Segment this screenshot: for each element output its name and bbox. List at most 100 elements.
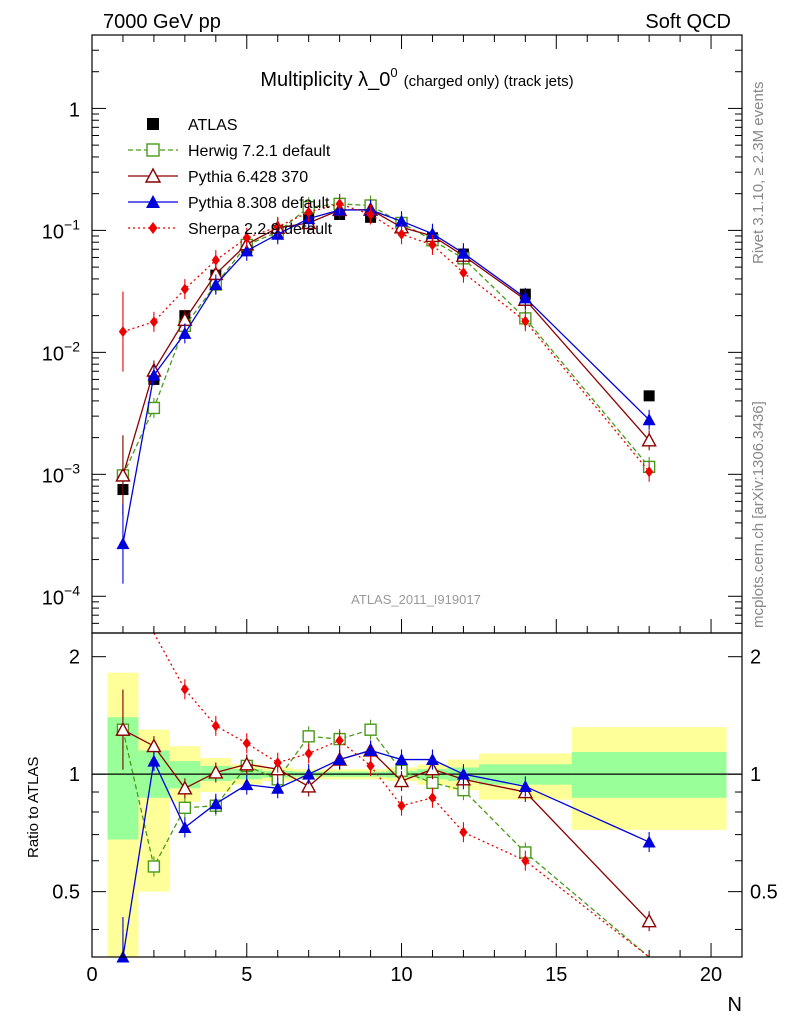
x-tick-label: 10 bbox=[390, 964, 412, 986]
marker-triangle bbox=[178, 820, 192, 833]
marker-square-open bbox=[302, 730, 315, 743]
rivet-side-label: Rivet 3.1.10, ≥ 2.3M events bbox=[750, 82, 767, 265]
marker-diamond bbox=[428, 239, 437, 251]
series-pythia-6-428-370 bbox=[115, 199, 657, 516]
marker-triangle bbox=[456, 246, 470, 259]
marker-diamond bbox=[273, 757, 282, 769]
y-tick-label: 10−4 bbox=[42, 582, 80, 609]
analysis-watermark: ATLAS_2011_I919017 bbox=[351, 592, 481, 607]
ratio-plot-band-layer bbox=[92, 672, 742, 957]
marker-square-open bbox=[147, 401, 161, 415]
legend-entry: Pythia 8.308 default bbox=[128, 195, 330, 212]
marker-triangle bbox=[395, 753, 409, 766]
marker-triangle bbox=[518, 779, 532, 792]
marker-diamond bbox=[521, 315, 530, 327]
legend-entry: Sherpa 2.2.9 default bbox=[128, 221, 333, 238]
marker-triangle-open bbox=[177, 780, 193, 795]
marker-diamond bbox=[180, 283, 189, 295]
chart-title-main: Multiplicity λ_0 bbox=[260, 69, 390, 91]
legend-label: Herwig 7.2.1 default bbox=[188, 143, 331, 160]
marker-diamond bbox=[273, 221, 282, 233]
y-tick-label: 1 bbox=[69, 99, 80, 121]
marker-triangle bbox=[302, 767, 316, 780]
legend-label: Pythia 6.428 370 bbox=[188, 169, 308, 186]
ratio-y-tick-label: 1 bbox=[69, 764, 80, 786]
marker-triangle bbox=[271, 781, 285, 794]
x-tick-label: 0 bbox=[86, 964, 97, 986]
marker-square bbox=[643, 390, 655, 402]
marker-square-open bbox=[147, 860, 161, 873]
series-pythia-8-308-default bbox=[116, 740, 656, 963]
ratio-y-tick-label-right: 1 bbox=[750, 764, 761, 786]
ratio-plot-frame bbox=[91, 632, 743, 958]
series-line bbox=[122, 209, 650, 544]
marker-triangle bbox=[456, 767, 470, 780]
series-line bbox=[122, 208, 650, 476]
ratio-y-tick-label-right: 2 bbox=[750, 647, 761, 669]
marker-diamond bbox=[335, 198, 344, 210]
marker-triangle bbox=[209, 797, 223, 810]
marker-triangle bbox=[178, 326, 192, 339]
marker-triangle bbox=[425, 753, 439, 766]
marker-triangle-open bbox=[239, 756, 255, 771]
marker-triangle bbox=[642, 835, 656, 848]
y-tick-label: 10−2 bbox=[42, 338, 80, 365]
marker-triangle bbox=[116, 537, 130, 550]
marker-diamond bbox=[242, 232, 251, 244]
marker-triangle-open bbox=[115, 721, 131, 736]
series-line bbox=[122, 749, 650, 958]
marker-triangle-open bbox=[393, 773, 410, 788]
marker-triangle bbox=[147, 754, 161, 767]
marker-diamond bbox=[397, 800, 406, 812]
marker-diamond bbox=[397, 228, 406, 240]
x-tick-label: 5 bbox=[241, 964, 252, 986]
series-atlas bbox=[117, 208, 655, 496]
energy-label: 7000 GeV pp bbox=[103, 11, 221, 33]
marker-triangle-open bbox=[208, 764, 224, 779]
category-label: Soft QCD bbox=[645, 11, 731, 33]
main-plot-band-layer bbox=[115, 193, 657, 584]
ratio-y-tick-label: 2 bbox=[69, 647, 80, 669]
marker-diamond bbox=[366, 760, 375, 772]
marker-triangle bbox=[240, 778, 254, 791]
marker-triangle-open bbox=[641, 432, 657, 447]
marker-triangle bbox=[240, 244, 254, 257]
marker-triangle-open bbox=[641, 913, 657, 928]
green-uncertainty-band bbox=[571, 751, 727, 798]
marker-triangle-open bbox=[144, 167, 162, 183]
legend-label: ATLAS bbox=[188, 117, 238, 134]
marker-triangle bbox=[518, 291, 532, 304]
legend-entry: Herwig 7.2.1 default bbox=[128, 143, 331, 160]
series-pythia-8-308-default bbox=[116, 199, 656, 584]
marker-diamond bbox=[149, 316, 159, 328]
marker-diamond bbox=[645, 466, 654, 478]
x-tick-label: 15 bbox=[545, 964, 567, 986]
marker-triangle bbox=[642, 413, 656, 426]
marker-square bbox=[147, 118, 159, 130]
marker-triangle bbox=[147, 368, 161, 381]
marker-triangle-open bbox=[300, 778, 317, 793]
legend-entry: ATLAS bbox=[147, 117, 238, 134]
series-line bbox=[122, 203, 650, 473]
series-sherpa-2-2-9-default bbox=[118, 193, 654, 482]
marker-diamond bbox=[459, 826, 468, 838]
marker-diamond bbox=[304, 747, 313, 759]
series-line bbox=[122, 203, 650, 476]
marker-triangle bbox=[395, 214, 409, 227]
y-tick-label: 10−1 bbox=[42, 216, 80, 243]
marker-diamond bbox=[148, 222, 158, 234]
marker-triangle bbox=[333, 753, 347, 766]
x-tick-label: 20 bbox=[700, 964, 722, 986]
legend: ATLAS Herwig 7.2.1 default Pythia 6.428 37… bbox=[128, 117, 333, 238]
marker-triangle bbox=[209, 278, 223, 291]
marker-triangle bbox=[146, 195, 160, 208]
ratio-plot-data-layer bbox=[115, 632, 657, 963]
y-tick-label: 10−3 bbox=[42, 460, 80, 487]
ratio-y-tick-label: 0.5 bbox=[52, 882, 80, 904]
ratio-axes-layer: 0.5 0.51 12 20 5 10 15 20 bbox=[52, 647, 778, 986]
chart-title: Multiplicity λ_00 (charged only) (track j… bbox=[260, 65, 573, 91]
marker-triangle bbox=[364, 743, 378, 756]
mcplots-side-label: mcplots.cern.ch [arXiv:1306.3436] bbox=[750, 401, 767, 628]
legend-label: Sherpa 2.2.9 default bbox=[188, 221, 333, 238]
